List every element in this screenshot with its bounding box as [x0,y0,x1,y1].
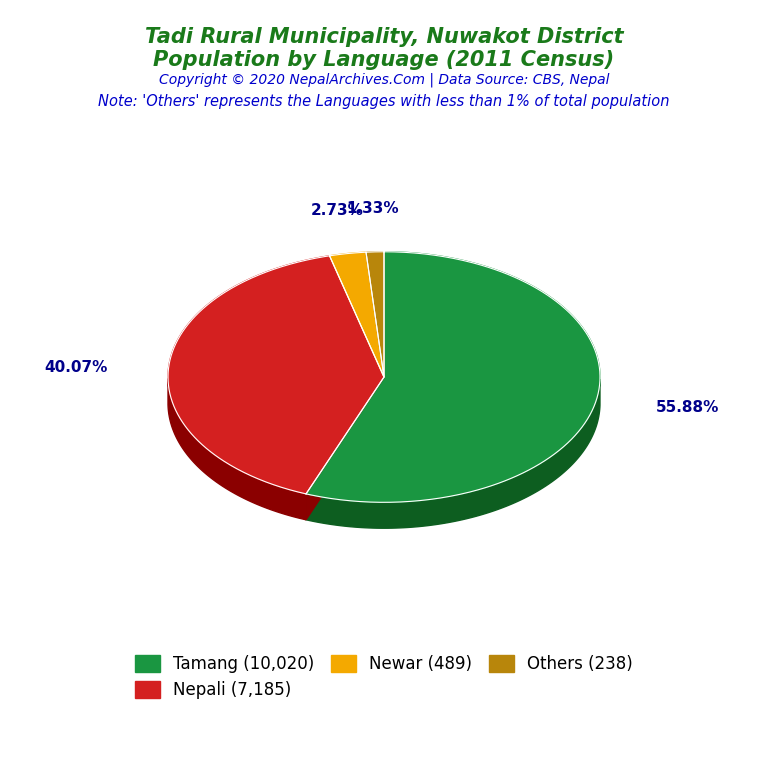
Polygon shape [168,379,306,520]
Polygon shape [366,252,384,377]
Text: Population by Language (2011 Census): Population by Language (2011 Census) [154,50,614,70]
Text: 40.07%: 40.07% [45,360,108,375]
Text: 1.33%: 1.33% [346,201,399,217]
Polygon shape [306,377,384,520]
Polygon shape [306,377,384,520]
Text: 55.88%: 55.88% [656,400,719,415]
Text: Copyright © 2020 NepalArchives.Com | Data Source: CBS, Nepal: Copyright © 2020 NepalArchives.Com | Dat… [159,72,609,87]
Text: 2.73%: 2.73% [311,204,364,218]
Polygon shape [306,252,600,502]
Legend: Tamang (10,020), Nepali (7,185), Newar (489), Others (238): Tamang (10,020), Nepali (7,185), Newar (… [128,648,640,706]
Polygon shape [306,379,600,528]
Text: Tadi Rural Municipality, Nuwakot District: Tadi Rural Municipality, Nuwakot Distric… [144,27,624,47]
Polygon shape [329,252,384,377]
Text: Note: 'Others' represents the Languages with less than 1% of total population: Note: 'Others' represents the Languages … [98,94,670,109]
Polygon shape [168,256,384,494]
